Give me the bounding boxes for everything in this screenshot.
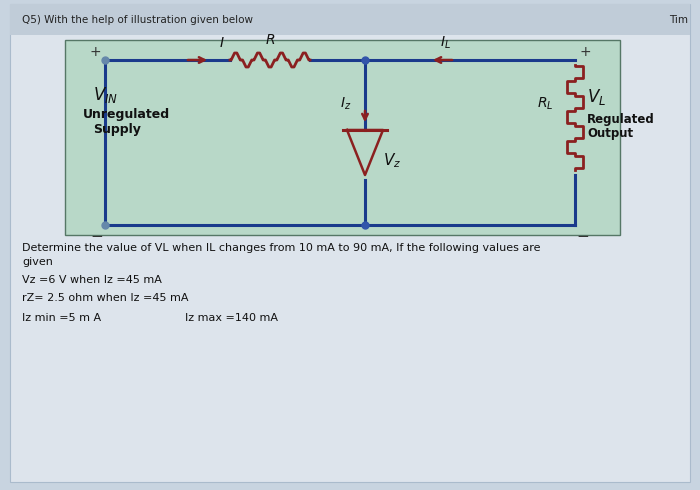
Text: Supply: Supply [93, 123, 141, 136]
Text: $V_{IN}$: $V_{IN}$ [93, 85, 118, 105]
Text: +: + [89, 45, 101, 59]
Text: Tim: Tim [669, 15, 688, 25]
Text: $V_L$: $V_L$ [587, 88, 606, 107]
Text: I: I [220, 36, 224, 50]
Text: Unregulated: Unregulated [83, 108, 170, 121]
Text: R: R [265, 33, 275, 47]
Text: Iz max =140 mA: Iz max =140 mA [185, 313, 278, 323]
Text: $I_z$: $I_z$ [340, 96, 351, 112]
Text: $R_L$: $R_L$ [536, 96, 553, 112]
Text: $V_z$: $V_z$ [383, 151, 401, 170]
Bar [10, 4, 690, 35]
Text: given: given [22, 257, 53, 267]
Text: rZ= 2.5 ohm when Iz =45 mA: rZ= 2.5 ohm when Iz =45 mA [22, 293, 188, 303]
Text: Output: Output [587, 127, 633, 141]
Bar [65, 40, 620, 235]
Text: −: − [577, 229, 589, 245]
Text: $I_L$: $I_L$ [440, 35, 451, 51]
Text: +: + [579, 45, 591, 59]
Text: −: − [90, 229, 104, 245]
Text: Vz =6 V when Iz =45 mA: Vz =6 V when Iz =45 mA [22, 275, 162, 285]
Text: Determine the value of VL when IL changes from 10 mA to 90 mA, If the following : Determine the value of VL when IL change… [22, 243, 540, 253]
Text: Regulated: Regulated [587, 113, 654, 125]
Text: Iz min =5 m A: Iz min =5 m A [22, 313, 101, 323]
Text: Q5) With the help of illustration given below: Q5) With the help of illustration given … [22, 15, 253, 25]
